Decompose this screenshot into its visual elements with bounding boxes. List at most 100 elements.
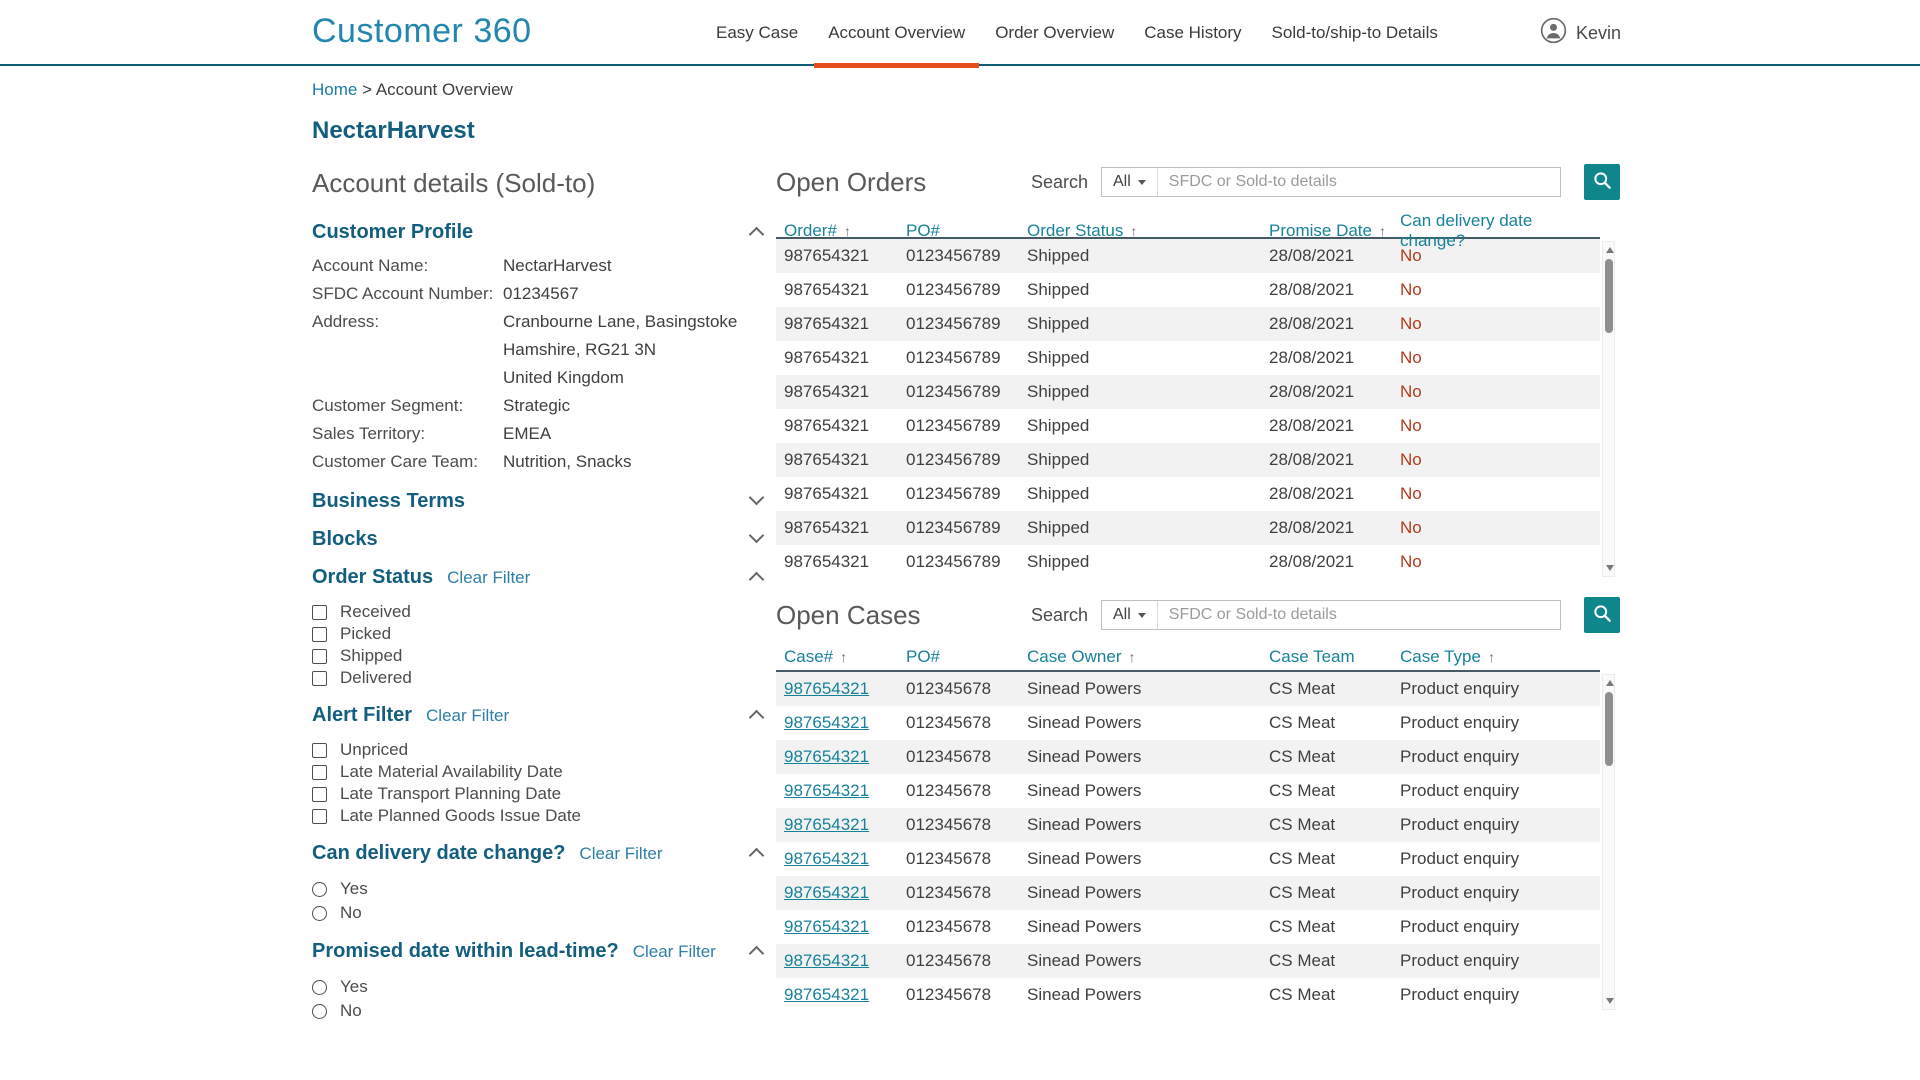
tab-soldto-shipto-details[interactable]: Sold-to/ship-to Details [1271, 23, 1438, 42]
scroll-down-icon[interactable] [1605, 998, 1614, 1004]
cases-col-case[interactable]: Case# ↑ [784, 647, 848, 666]
orders-col-order[interactable]: Order# ↑ [784, 221, 851, 240]
tab-order-overview[interactable]: Order Overview [995, 23, 1115, 42]
order-promise-date-cell: 28/08/2021 [1269, 450, 1355, 469]
case-number-link[interactable]: 987654321 [784, 951, 870, 970]
order-table-row[interactable]: 987654321 0123456789 Shipped 28/08/2021 … [776, 409, 1600, 443]
promised-lead-time-radio[interactable] [312, 1003, 327, 1019]
order-table-row[interactable]: 987654321 0123456789 Shipped 28/08/2021 … [776, 477, 1600, 511]
orders-scrollbar-thumb[interactable] [1605, 259, 1613, 333]
order-status-checkbox[interactable] [312, 604, 327, 620]
delivery-change-radio[interactable] [312, 881, 327, 897]
case-table-row[interactable]: 987654321 012345678 Sinead Powers CS Mea… [776, 842, 1600, 876]
alert-filter-clear-filter-link[interactable]: Clear Filter [426, 706, 510, 725]
case-number-link[interactable]: 987654321 [784, 679, 870, 698]
case-number-link[interactable]: 987654321 [784, 781, 870, 800]
scroll-down-icon[interactable] [1605, 565, 1614, 571]
cases-search: Search All [1031, 597, 1620, 633]
expand-chevron-down-icon[interactable] [748, 527, 765, 544]
orders-search-scope-dropdown[interactable]: All [1102, 168, 1158, 196]
case-table-row[interactable]: 987654321 012345678 Sinead Powers CS Mea… [776, 808, 1600, 842]
app-logo: Customer 360 [312, 12, 532, 50]
collapse-chevron-up-icon[interactable] [748, 226, 765, 243]
case-number-link[interactable]: 987654321 [784, 917, 870, 936]
breadcrumb: Home > Account Overview [312, 80, 513, 100]
case-table-row[interactable]: 987654321 012345678 Sinead Powers CS Mea… [776, 706, 1600, 740]
order-status-checkbox[interactable] [312, 626, 327, 642]
order-table-row[interactable]: 987654321 0123456789 Shipped 28/08/2021 … [776, 273, 1600, 307]
delivery-change-radio[interactable] [312, 905, 327, 921]
case-table-row[interactable]: 987654321 012345678 Sinead Powers CS Mea… [776, 944, 1600, 978]
orders-search-button[interactable] [1584, 164, 1620, 200]
case-number-link[interactable]: 987654321 [784, 713, 870, 732]
cases-search-scope-dropdown[interactable]: All [1102, 601, 1158, 629]
expand-chevron-down-icon[interactable] [748, 489, 765, 506]
promised-lead-time-clear-filter-link[interactable]: Clear Filter [632, 942, 716, 961]
orders-col-promise-date[interactable]: Promise Date ↑ [1269, 221, 1386, 240]
tab-easy-case[interactable]: Easy Case [716, 23, 799, 42]
orders-col-po[interactable]: PO# [906, 221, 941, 240]
case-type-cell: Product enquiry [1400, 985, 1520, 1004]
radio-label: No [340, 1001, 362, 1020]
order-status-cell: Shipped [1027, 416, 1090, 435]
promised-lead-time-radio[interactable] [312, 979, 327, 995]
orders-col-delivery-change[interactable]: Can delivery date change? [1400, 211, 1533, 250]
scroll-up-icon[interactable] [1605, 680, 1614, 686]
order-table-row[interactable]: 987654321 0123456789 Shipped 28/08/2021 … [776, 443, 1600, 477]
case-table-row[interactable]: 987654321 012345678 Sinead Powers CS Mea… [776, 740, 1600, 774]
case-number-link[interactable]: 987654321 [784, 815, 870, 834]
order-table-row[interactable]: 987654321 0123456789 Shipped 28/08/2021 … [776, 307, 1600, 341]
order-table-row[interactable]: 987654321 0123456789 Shipped 28/08/2021 … [776, 511, 1600, 545]
alert-filter-checkbox[interactable] [312, 742, 327, 758]
case-number-link[interactable]: 987654321 [784, 747, 870, 766]
scroll-up-icon[interactable] [1605, 247, 1614, 253]
profile-field-row: United Kingdom [312, 364, 770, 392]
orders-col-status[interactable]: Order Status ↑ [1027, 221, 1138, 240]
order-table-row[interactable]: 987654321 0123456789 Shipped 28/08/2021 … [776, 341, 1600, 375]
order-status-checkbox[interactable] [312, 670, 327, 686]
case-number-link[interactable]: 987654321 [784, 883, 870, 902]
collapse-chevron-up-icon[interactable] [748, 847, 765, 864]
alert-filter-checkbox[interactable] [312, 786, 327, 802]
cases-col-team[interactable]: Case Team [1269, 647, 1355, 666]
orders-search-input[interactable] [1157, 168, 1560, 196]
order-number-cell: 987654321 [784, 552, 870, 571]
cases-scrollbar-thumb[interactable] [1605, 692, 1613, 766]
order-table-row[interactable]: 987654321 0123456789 Shipped 28/08/2021 … [776, 375, 1600, 409]
cases-scrollbar[interactable] [1602, 674, 1615, 1010]
collapse-chevron-up-icon[interactable] [748, 571, 765, 588]
order-number-cell: 987654321 [784, 382, 870, 401]
case-table-row[interactable]: 987654321 012345678 Sinead Powers CS Mea… [776, 774, 1600, 808]
case-po-cell: 012345678 [906, 951, 992, 970]
case-po-cell: 012345678 [906, 815, 992, 834]
delivery-change-clear-filter-link[interactable]: Clear Filter [579, 844, 663, 863]
checkbox-option-row: Delivered [312, 667, 770, 689]
tab-case-history[interactable]: Case History [1144, 23, 1242, 42]
case-type-cell: Product enquiry [1400, 815, 1520, 834]
case-po-cell: 012345678 [906, 985, 992, 1004]
case-table-row[interactable]: 987654321 012345678 Sinead Powers CS Mea… [776, 978, 1600, 1012]
case-number-link[interactable]: 987654321 [784, 985, 870, 1004]
case-table-row[interactable]: 987654321 012345678 Sinead Powers CS Mea… [776, 876, 1600, 910]
collapse-chevron-up-icon[interactable] [748, 945, 765, 962]
cases-col-owner[interactable]: Case Owner ↑ [1027, 647, 1136, 666]
breadcrumb-home-link[interactable]: Home [312, 80, 358, 99]
order-status-clear-filter-link[interactable]: Clear Filter [447, 568, 531, 587]
collapse-chevron-up-icon[interactable] [748, 709, 765, 726]
orders-scrollbar[interactable] [1602, 241, 1615, 577]
cases-col-po[interactable]: PO# [906, 647, 941, 666]
case-table-row[interactable]: 987654321 012345678 Sinead Powers CS Mea… [776, 910, 1600, 944]
alert-filter-options: Unpriced Late Material Availability Date… [312, 739, 770, 827]
cases-search-input[interactable] [1157, 601, 1560, 629]
tab-account-overview[interactable]: Account Overview [814, 0, 980, 68]
alert-filter-checkbox[interactable] [312, 764, 327, 780]
case-number-link[interactable]: 987654321 [784, 849, 870, 868]
order-status-checkbox[interactable] [312, 648, 327, 664]
case-table-row[interactable]: 987654321 012345678 Sinead Powers CS Mea… [776, 672, 1600, 706]
alert-filter-checkbox[interactable] [312, 808, 327, 824]
cases-search-button[interactable] [1584, 597, 1620, 633]
cases-col-type[interactable]: Case Type ↑ [1400, 647, 1495, 666]
user-menu[interactable]: Kevin [1540, 0, 1621, 66]
order-table-row[interactable]: 987654321 0123456789 Shipped 28/08/2021 … [776, 239, 1600, 273]
order-table-row[interactable]: 987654321 0123456789 Shipped 28/08/2021 … [776, 545, 1600, 579]
